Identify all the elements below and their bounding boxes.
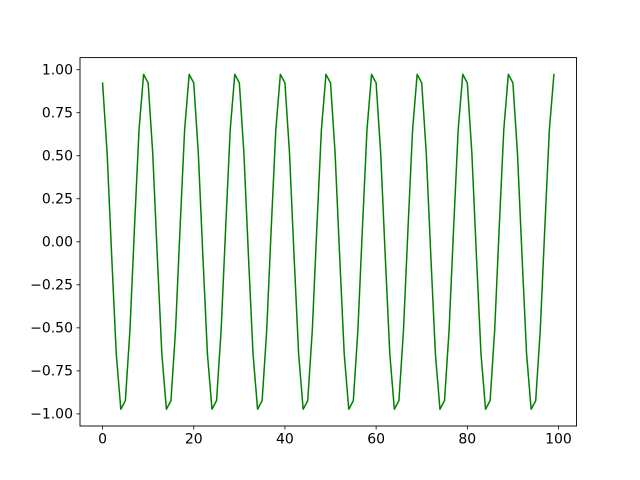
x-tick-label: 100 <box>545 432 572 448</box>
y-tick-label: 0.00 <box>42 235 73 251</box>
sine-wave-line <box>101 73 555 410</box>
x-tick-label: 80 <box>458 432 476 448</box>
y-tick-label: 0.50 <box>42 149 73 165</box>
x-tick-label: 20 <box>185 432 203 448</box>
plot-border <box>79 57 577 427</box>
x-tick-label: 0 <box>98 432 107 448</box>
y-tick-label: −0.50 <box>30 321 73 337</box>
y-tick-label: −0.25 <box>30 278 73 294</box>
y-tick-label: 0.25 <box>42 192 73 208</box>
y-tick-label: 0.75 <box>42 106 73 122</box>
x-tick-label: 40 <box>276 432 294 448</box>
y-tick-label: −0.75 <box>30 364 73 380</box>
y-tick-label: −1.00 <box>30 407 73 423</box>
y-tick-label: 1.00 <box>42 62 73 78</box>
axes-background <box>80 57 577 426</box>
x-tick-label: 60 <box>367 432 385 448</box>
